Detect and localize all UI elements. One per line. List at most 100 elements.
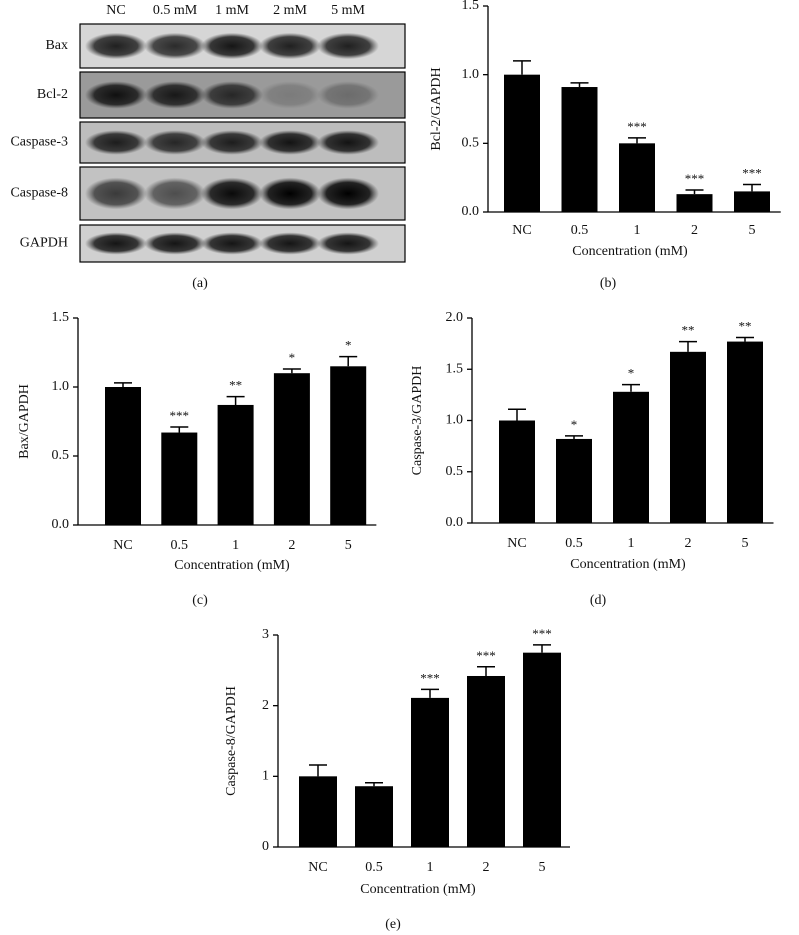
band: [85, 232, 147, 255]
x-tick-label: 5: [539, 860, 546, 875]
y-tick-label: 2.0: [446, 310, 464, 325]
significance: *: [571, 417, 578, 432]
y-tick-label: 1.0: [52, 379, 70, 394]
band: [201, 130, 263, 155]
y-axis-title: Caspase-3/GAPDH: [410, 366, 425, 476]
error-bar: [622, 383, 640, 392]
band: [317, 32, 379, 60]
significance: ***: [170, 408, 190, 423]
x-tick-label: NC: [308, 860, 327, 875]
error-bar: [226, 395, 245, 405]
bar: [499, 420, 535, 523]
y-tick-label: 1: [262, 769, 269, 784]
bar: [299, 776, 337, 847]
error-bar: [679, 340, 697, 352]
band: [201, 232, 263, 255]
x-tick-label: NC: [113, 538, 132, 553]
x-tick-label: 2: [288, 538, 295, 553]
x-tick-label: NC: [512, 223, 531, 238]
band: [144, 232, 206, 255]
significance: **: [682, 323, 695, 338]
band: [317, 177, 379, 210]
y-axis-title: Caspase-8/GAPDH: [224, 686, 239, 796]
band: [144, 81, 206, 109]
error-bar: [685, 189, 704, 195]
x-tick-label: 2: [483, 860, 490, 875]
error-bar: [508, 408, 526, 421]
bar: [727, 341, 763, 523]
significance: **: [229, 378, 242, 393]
significance: ***: [627, 119, 647, 134]
error-bar: [743, 183, 761, 192]
y-tick-label: 0.5: [52, 448, 70, 463]
bar: [523, 652, 561, 847]
bar: [556, 438, 592, 523]
protein-label: Bax: [45, 38, 68, 53]
y-tick-label: 0.0: [52, 517, 70, 532]
band: [144, 177, 206, 210]
band: [201, 81, 263, 109]
significance: ***: [685, 171, 705, 186]
x-tick-label: 2: [691, 223, 698, 238]
band: [85, 32, 147, 60]
bar: [734, 191, 770, 212]
y-tick-label: 3: [262, 627, 269, 642]
bar: [161, 432, 198, 525]
lane-label: 2 mM: [273, 3, 307, 18]
y-axis-title: Bcl-2/GAPDH: [429, 67, 444, 150]
x-tick-label: 0.5: [365, 860, 383, 875]
error-bar: [565, 435, 583, 439]
error-bar: [533, 644, 551, 653]
protein-label: Bcl-2: [37, 87, 68, 102]
panel-label: (a): [192, 276, 208, 291]
error-bar: [570, 82, 589, 88]
band: [259, 81, 321, 109]
band: [201, 177, 263, 210]
band: [259, 232, 321, 255]
bar: [105, 387, 141, 525]
bar: [330, 366, 367, 525]
error-bar: [282, 368, 301, 374]
x-tick-label: NC: [507, 536, 526, 551]
band: [317, 130, 379, 155]
panel-label: (c): [192, 593, 208, 608]
x-tick-label: 0.5: [571, 223, 589, 238]
error-bar: [170, 426, 189, 433]
x-tick-label: 1: [232, 538, 239, 553]
x-axis-title: Concentration (mM): [570, 557, 686, 572]
y-tick-label: 2: [262, 698, 269, 713]
panel-label: (e): [385, 917, 401, 932]
lane-label: 0.5 mM: [153, 3, 198, 18]
x-tick-label: 5: [345, 538, 352, 553]
significance: *: [345, 338, 352, 353]
band: [317, 81, 379, 109]
significance: ***: [532, 626, 552, 641]
x-tick-label: 5: [749, 223, 756, 238]
band: [201, 32, 263, 60]
y-tick-label: 1.0: [446, 413, 464, 428]
bar: [273, 373, 310, 525]
x-tick-label: 1: [427, 860, 434, 875]
significance: **: [739, 318, 752, 333]
panel-label: (d): [590, 593, 607, 608]
band: [259, 130, 321, 155]
significance: *: [289, 350, 296, 365]
x-tick-label: 0.5: [565, 536, 583, 551]
x-axis-title: Concentration (mM): [572, 244, 688, 259]
y-tick-label: 1.5: [446, 361, 464, 376]
band: [85, 130, 147, 155]
x-tick-label: 0.5: [171, 538, 189, 553]
lane-label: 1 mM: [215, 3, 249, 18]
bar: [355, 786, 393, 847]
panel-label: (b): [600, 276, 617, 291]
bar: [504, 74, 540, 213]
y-tick-label: 1.0: [462, 67, 480, 82]
error-bar: [421, 688, 439, 698]
error-bar: [736, 336, 754, 342]
y-tick-label: 0.0: [446, 515, 464, 530]
bar: [411, 697, 449, 847]
bar: [217, 404, 254, 525]
error-bar: [477, 666, 495, 676]
significance: ***: [742, 166, 762, 181]
